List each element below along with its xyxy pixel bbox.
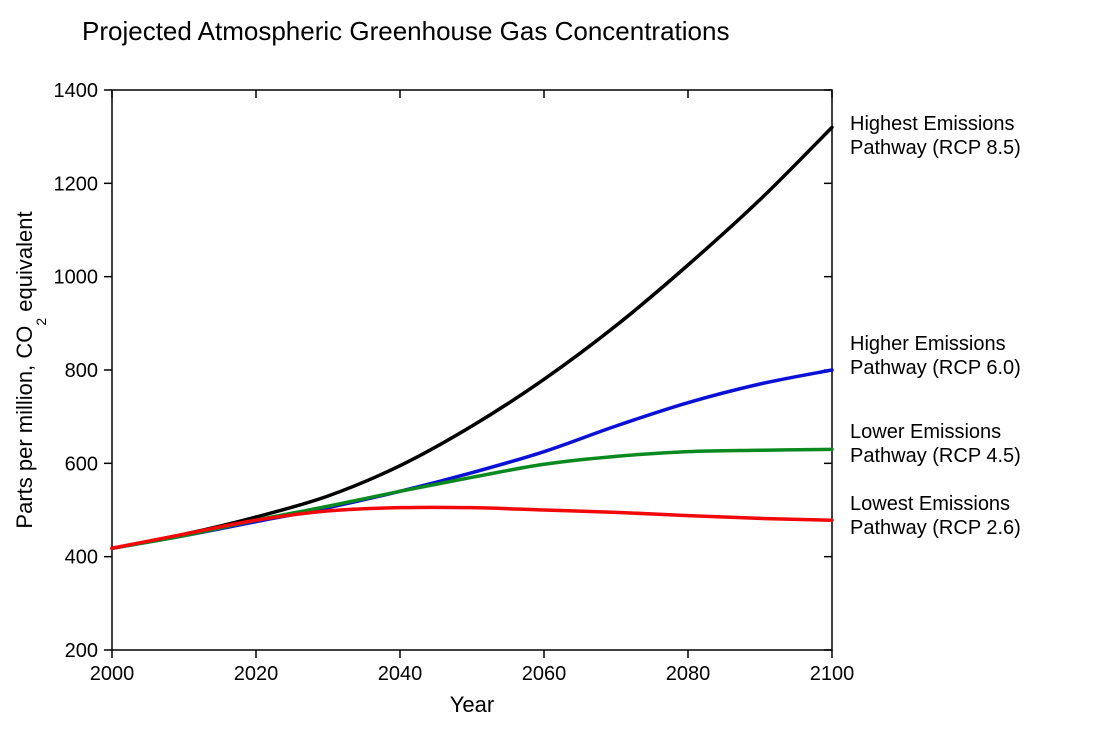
chart-container: Projected Atmospheric Greenhouse Gas Con… [0,0,1114,741]
x-tick-label: 2000 [90,663,135,685]
x-tick-label: 2040 [378,663,423,685]
y-tick-label: 200 [65,640,98,662]
chart-svg: Projected Atmospheric Greenhouse Gas Con… [0,0,1114,741]
y-tick-label: 1400 [54,80,99,102]
series-label-rcp45-2: Pathway (RCP 4.5) [850,445,1021,467]
y-tick-label: 1000 [54,267,99,289]
series-label-rcp60-2: Pathway (RCP 6.0) [850,357,1021,379]
x-tick-label: 2080 [666,663,711,685]
series-label-rcp60-1: Higher Emissions [850,333,1006,355]
series-label-rcp26-2: Pathway (RCP 2.6) [850,517,1021,539]
y-tick-label: 800 [65,360,98,382]
chart-title: Projected Atmospheric Greenhouse Gas Con… [82,16,729,46]
x-tick-label: 2060 [522,663,567,685]
series-label-rcp85-1: Highest Emissions [850,113,1015,135]
x-tick-label: 2100 [810,663,855,685]
x-tick-label: 2020 [234,663,279,685]
series-label-rcp26-1: Lowest Emissions [850,493,1010,515]
y-tick-label: 600 [65,453,98,475]
series-label-rcp45-1: Lower Emissions [850,421,1001,443]
x-axis-label: Year [450,692,494,717]
series-label-rcp85-2: Pathway (RCP 8.5) [850,137,1021,159]
y-tick-label: 400 [65,547,98,569]
y-tick-label: 1200 [54,173,99,195]
